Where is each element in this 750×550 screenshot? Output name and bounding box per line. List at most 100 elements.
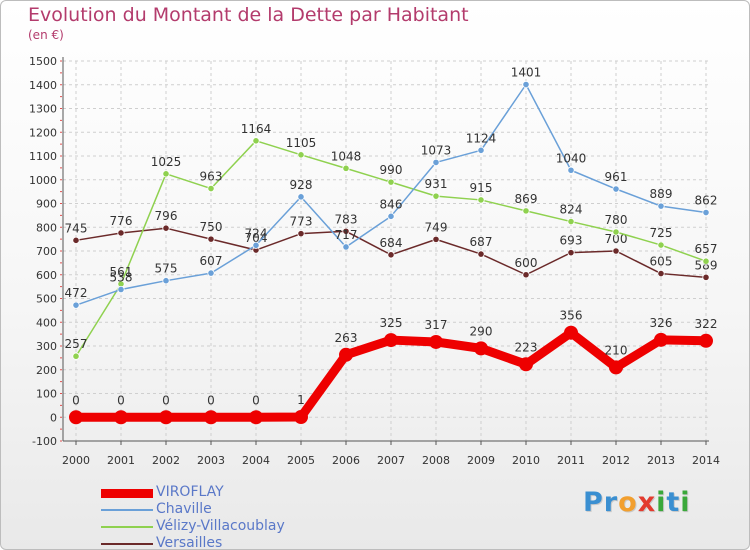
data-label: 605: [650, 255, 673, 269]
x-tick-label: 2010: [512, 454, 540, 467]
data-label: 717: [335, 228, 358, 242]
data-label: 263: [335, 331, 358, 345]
x-tick-label: 2013: [647, 454, 675, 467]
y-tick-label: 1000: [29, 174, 57, 187]
data-point: [654, 332, 668, 347]
data-point: [702, 257, 710, 265]
data-label: 780: [605, 213, 628, 227]
data-point: [612, 185, 620, 193]
data-point: [117, 229, 125, 237]
data-point: [432, 158, 440, 167]
data-label: 317: [425, 318, 448, 332]
data-point: [522, 271, 530, 279]
legend-label: Versailles: [156, 535, 223, 550]
data-label: 1048: [331, 149, 362, 163]
data-point: [564, 325, 578, 340]
data-label: 538: [110, 270, 133, 284]
data-point: [432, 192, 440, 200]
data-point: [114, 410, 128, 425]
data-point: [477, 146, 485, 154]
data-point: [387, 212, 395, 220]
y-tick-label: 1100: [29, 150, 57, 163]
y-tick-label: 400: [36, 316, 57, 329]
x-tick-label: 2000: [62, 454, 90, 467]
data-label: 889: [650, 187, 673, 201]
y-tick-label: 0: [50, 411, 57, 424]
data-label: 0: [252, 393, 260, 407]
data-point: [69, 410, 83, 425]
data-label: 750: [200, 220, 223, 234]
data-point: [612, 247, 620, 255]
x-tick-label: 2011: [557, 454, 585, 467]
data-label: 928: [290, 178, 313, 192]
data-point: [207, 235, 215, 243]
data-label: 607: [200, 254, 223, 268]
data-label: 1124: [466, 131, 497, 145]
y-tick-label: 200: [36, 364, 57, 377]
data-label: 725: [650, 226, 673, 240]
x-tick-label: 2001: [107, 454, 135, 467]
data-label: 1025: [151, 155, 182, 169]
data-point: [342, 227, 350, 235]
data-label: 0: [72, 393, 80, 407]
data-point: [252, 241, 260, 249]
y-tick-label: 500: [36, 293, 57, 306]
data-point: [702, 273, 710, 281]
data-label: 326: [650, 316, 673, 330]
data-label: 704: [245, 231, 268, 245]
data-point: [204, 410, 218, 425]
data-label: 0: [162, 393, 170, 407]
data-point: [339, 347, 353, 362]
data-label: 0: [207, 393, 215, 407]
x-tick-label: 2004: [242, 454, 270, 467]
data-point: [477, 250, 485, 258]
data-point: [162, 277, 170, 285]
data-point: [342, 243, 350, 251]
data-point: [297, 193, 305, 201]
data-point: [72, 301, 80, 309]
x-tick-label: 2006: [332, 454, 360, 467]
data-point: [207, 184, 215, 193]
data-label: 961: [605, 170, 628, 184]
data-point: [432, 235, 440, 243]
data-point: [657, 269, 665, 278]
data-label: 776: [110, 214, 133, 228]
data-label: 1401: [511, 66, 542, 80]
data-label: 322: [695, 317, 718, 331]
y-tick-label: 300: [36, 340, 57, 353]
data-point: [519, 357, 533, 372]
data-point: [477, 196, 485, 204]
data-point: [207, 269, 215, 277]
data-point: [162, 170, 170, 178]
legend-label: Vélizy-Villacoublay: [156, 518, 285, 534]
data-label: 210: [605, 343, 628, 357]
y-tick-label: 100: [36, 388, 57, 401]
x-tick-label: 2002: [152, 454, 180, 467]
data-label: 589: [695, 258, 718, 272]
data-label: 700: [605, 232, 628, 246]
data-point: [612, 228, 620, 236]
data-label: 693: [560, 234, 583, 248]
data-point: [159, 410, 173, 425]
x-tick-label: 2007: [377, 454, 405, 467]
data-label: 257: [65, 337, 88, 351]
legend-label: VIROFLAY: [156, 484, 224, 500]
y-tick-label: 1300: [29, 103, 57, 116]
data-point: [702, 208, 710, 217]
data-label: 1073: [421, 143, 452, 157]
data-point: [567, 249, 575, 257]
data-label: 963: [200, 170, 223, 184]
data-point: [699, 333, 713, 348]
x-tick-label: 2005: [287, 454, 315, 467]
data-point: [474, 341, 488, 356]
data-label: 575: [155, 262, 178, 276]
data-label: 990: [380, 163, 403, 177]
proxiti-logo: Proxiti: [583, 487, 691, 518]
y-tick-label: 1400: [29, 79, 57, 92]
data-point: [657, 241, 665, 249]
data-point: [117, 285, 125, 294]
y-tick-label: 600: [36, 269, 57, 282]
chart-subtitle: (en €): [28, 28, 64, 42]
data-label: 869: [515, 192, 538, 206]
data-point: [294, 410, 308, 425]
